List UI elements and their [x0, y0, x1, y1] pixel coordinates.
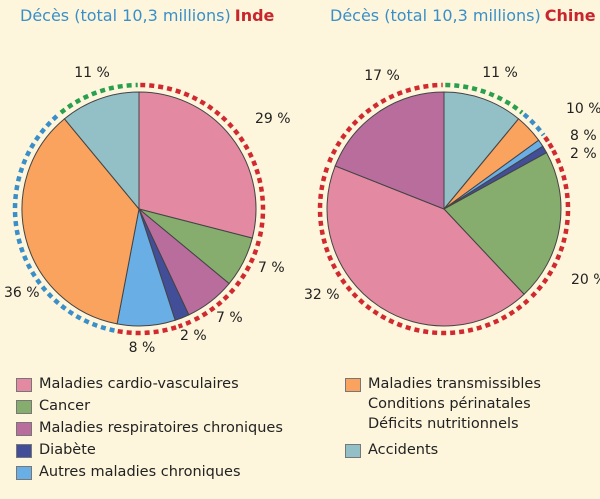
slice-label-diabetes: 2 % [570, 146, 597, 162]
slice-label-respiratory: 17 % [364, 68, 400, 84]
ring-arc-diabetes [547, 142, 554, 150]
swatch-other-chronic [16, 466, 32, 480]
slice-label-cancer: 20 % [571, 272, 600, 288]
legend-item-accidents: Accidents [345, 440, 541, 460]
ring-arc-accidents [445, 82, 524, 115]
legend-item-cardio: Maladies cardio-vasculaires [16, 374, 283, 394]
pie-chine: 11 % 10 % 8 % 2 % 20 % 32 % 17 % [304, 65, 600, 336]
swatch-accidents [345, 444, 361, 458]
swatch-transmissible [345, 378, 361, 392]
pie-inde: 29 % 7 % 7 % 2 % 8 % 36 % 11 % [4, 65, 291, 356]
legend-label: Accidents [368, 442, 439, 458]
legend-right: Maladies transmissibles Conditions périn… [345, 374, 541, 460]
legend-left: Maladies cardio-vasculaires Cancer Malad… [16, 374, 283, 484]
swatch-cancer [16, 400, 32, 414]
ring-arc-respiratory [191, 287, 236, 323]
legend-label: Diabète [39, 442, 96, 458]
ring-arc-accidents [59, 82, 138, 115]
ring-arc-cardio [317, 163, 530, 336]
title-text: Décès (total 10,3 millions) [20, 6, 231, 25]
slice-label-cancer: 7 % [258, 260, 285, 276]
legend-label: Conditions périnatales [368, 396, 531, 412]
ring-arc-diabetes [177, 319, 192, 329]
swatch-respiratory [16, 422, 32, 436]
slice-label-other-chronic: 8 % [570, 128, 597, 144]
ring-arc-cardio [140, 82, 266, 240]
slice-label-cardio: 29 % [255, 111, 291, 127]
legend-item-other-chronic: Autres maladies chroniques [16, 462, 283, 482]
legend-label: Déficits nutritionnels [368, 416, 519, 432]
ring-arc-transmissible [522, 112, 546, 137]
country-label-inde: Inde [234, 6, 275, 25]
ring-arc-other-chronic [543, 135, 550, 143]
slice-label-accidents: 11 % [482, 65, 518, 81]
legend-item-respiratory: Maladies respiratoires chroniques [16, 418, 283, 438]
pie-slice-accidents [63, 91, 140, 211]
ring-arc-cancer [233, 240, 261, 289]
ring-arc-transmissible [12, 112, 115, 333]
ring-arc-other-chronic [116, 325, 177, 336]
slice-label-diabetes: 2 % [180, 328, 207, 344]
swatch-cardio [16, 378, 32, 392]
pie-slice-cardio [138, 91, 257, 239]
chart-title-inde: Décès (total 10,3 millions) Inde [20, 6, 274, 25]
slice-label-accidents: 11 % [74, 65, 110, 81]
country-label-chine: Chine [544, 6, 596, 25]
pie-slice-accidents [443, 91, 520, 211]
legend-label: Maladies transmissibles [368, 376, 541, 392]
legend-label-group: Maladies transmissibles Conditions périn… [368, 374, 541, 434]
slice-label-other-chronic: 8 % [129, 340, 156, 356]
pie-slice-respiratory [334, 91, 445, 210]
title-text: Décès (total 10,3 millions) [330, 6, 541, 25]
pie-slice-cardio [326, 165, 525, 327]
slice-label-transmissible: 10 % [566, 101, 600, 117]
slice-label-transmissible: 36 % [4, 285, 40, 301]
swatch-diabetes [16, 444, 32, 458]
ring-arc-respiratory [327, 82, 443, 163]
legend-label: Cancer [39, 398, 91, 414]
legend-label: Maladies cardio-vasculaires [39, 376, 239, 392]
pie-slice-transmissible [21, 118, 140, 325]
legend-item-diabetes: Diabète [16, 440, 283, 460]
chart-title-chine: Décès (total 10,3 millions) Chine [330, 6, 596, 25]
ring-arc-cancer [528, 149, 571, 301]
pie-charts: 29 % 7 % 7 % 2 % 8 % 36 % 11 % 11 % 10 % 8 % 2 % 20… [4, 65, 600, 356]
slice-label-cardio: 32 % [304, 287, 340, 303]
slice-label-respiratory: 7 % [216, 310, 243, 326]
legend-label: Maladies respiratoires chroniques [39, 420, 283, 436]
legend-label: Autres maladies chroniques [39, 464, 241, 480]
legend-item-transmissible: Maladies transmissibles Conditions périn… [345, 374, 541, 434]
legend-item-cancer: Cancer [16, 396, 283, 416]
pie-slice-cancer [443, 151, 562, 295]
